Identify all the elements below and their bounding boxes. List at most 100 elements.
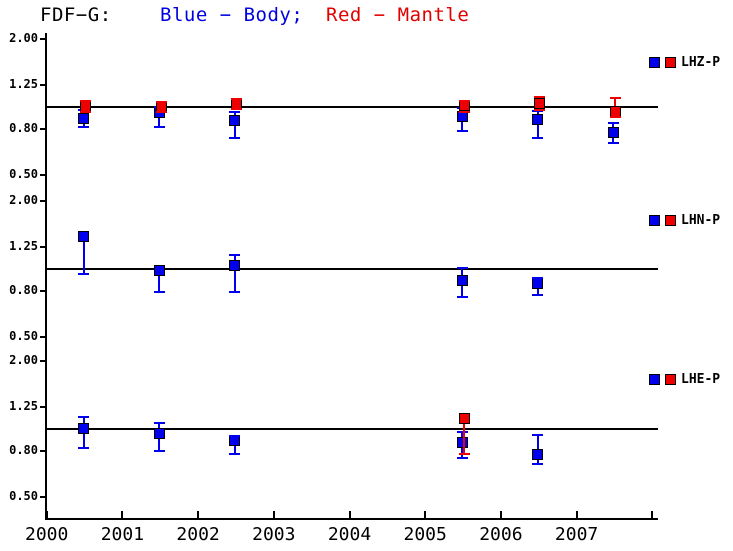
error-cap-top — [534, 95, 546, 98]
error-cap-bottom — [458, 452, 470, 455]
error-cap-bottom — [456, 456, 468, 459]
data-point-square — [534, 98, 546, 110]
data-point-square — [78, 231, 90, 243]
y-tick-label: 2.00 — [9, 353, 38, 368]
data-point-square — [532, 278, 544, 290]
error-cap-bottom — [534, 108, 546, 111]
error-cap-top — [80, 100, 92, 103]
error-bar — [233, 255, 236, 293]
data-point-square — [229, 259, 241, 271]
x-tick — [499, 511, 502, 518]
error-cap-top — [456, 431, 468, 434]
data-point-square — [456, 437, 468, 449]
legend-body-swatch-icon — [649, 57, 660, 68]
data-point-square — [153, 427, 165, 439]
y-tick-label: 0.80 — [9, 282, 38, 297]
data-point-square — [458, 412, 470, 424]
error-cap-top — [609, 97, 621, 100]
x-tick-label: 2002 — [176, 524, 220, 545]
y-tick-label: 0.80 — [9, 443, 38, 458]
error-cap-bottom — [229, 136, 241, 139]
y-tick-label: 0.80 — [9, 120, 38, 135]
x-tick — [651, 511, 654, 518]
error-bar — [82, 236, 85, 275]
error-cap-top — [153, 421, 165, 424]
x-tick-label: 2004 — [327, 524, 372, 545]
legend-row-lhe: LHE-P — [649, 373, 720, 386]
error-cap-bottom — [153, 126, 165, 129]
y-tick — [40, 37, 46, 40]
x-tick — [197, 511, 200, 518]
y-tick — [40, 496, 46, 499]
y-tick — [40, 246, 46, 249]
data-point-square — [532, 113, 544, 125]
data-point-square — [78, 112, 90, 124]
x-tick — [272, 511, 275, 518]
y-tick — [40, 199, 46, 202]
reference-line — [46, 268, 658, 270]
y-tick-label: 2.00 — [9, 30, 38, 45]
x-tick-label: 2000 — [25, 524, 69, 545]
legend-body-swatch-icon — [649, 374, 660, 385]
error-cap-top — [458, 100, 470, 103]
error-cap-bottom — [78, 126, 90, 129]
data-point-square — [532, 449, 544, 461]
y-tick-label: 1.25 — [9, 76, 38, 91]
x-tick-label: 2005 — [403, 524, 447, 545]
error-cap-top — [532, 434, 544, 437]
error-cap-top — [532, 109, 544, 112]
error-cap-bottom — [78, 273, 90, 276]
data-point-square — [607, 126, 619, 138]
plot-title-body-key: Blue − Body; — [160, 4, 304, 26]
error-cap-bottom — [532, 136, 544, 139]
x-tick-label: 2003 — [252, 524, 296, 545]
x-tick-label: 2006 — [479, 524, 523, 545]
y-tick-label: 0.50 — [9, 329, 38, 343]
y-axis-line — [45, 33, 47, 520]
x-tick-label: 2001 — [100, 524, 145, 545]
y-tick — [40, 127, 46, 130]
y-tick — [40, 289, 46, 292]
error-cap-bottom — [80, 110, 92, 113]
x-axis-line — [45, 518, 658, 520]
data-point-square — [456, 274, 468, 286]
legend-label-lhz: LHZ-P — [681, 55, 721, 70]
error-cap-bottom — [155, 110, 167, 113]
error-cap-top — [78, 416, 90, 419]
error-cap-bottom — [456, 130, 468, 133]
data-point-square — [229, 114, 241, 126]
legend-row-lhz: LHZ-P — [649, 56, 720, 69]
x-tick-label: 2007 — [554, 524, 599, 545]
error-cap-top — [607, 121, 619, 124]
error-cap-top — [155, 101, 167, 103]
y-tick-label: 2.00 — [9, 192, 38, 207]
y-tick — [40, 406, 46, 409]
y-tick — [40, 83, 46, 86]
error-cap-bottom — [456, 296, 468, 299]
error-cap-top — [229, 110, 241, 113]
y-tick-label: 1.25 — [9, 239, 38, 254]
legend-mantle-swatch-icon — [665, 374, 676, 385]
error-bar — [463, 418, 466, 454]
x-tick — [575, 511, 578, 518]
plot-title-mantle-key: Red − Mantle — [326, 4, 470, 26]
error-cap-top — [532, 277, 544, 280]
data-point-square — [153, 265, 165, 277]
x-tick — [121, 511, 124, 518]
y-tick — [40, 336, 46, 338]
legend-mantle-swatch-icon — [665, 215, 676, 226]
y-tick — [40, 360, 46, 363]
legend-label-lhn: LHN-P — [681, 213, 721, 228]
error-cap-bottom — [229, 452, 241, 455]
error-bar — [158, 270, 161, 293]
error-cap-bottom — [609, 116, 621, 119]
error-cap-bottom — [229, 291, 241, 294]
error-cap-top — [231, 98, 243, 101]
error-cap-bottom — [532, 293, 544, 296]
error-cap-bottom — [458, 110, 470, 113]
x-tick — [45, 511, 48, 518]
error-cap-bottom — [607, 142, 619, 145]
error-cap-bottom — [532, 463, 544, 466]
error-cap-top — [229, 254, 241, 257]
